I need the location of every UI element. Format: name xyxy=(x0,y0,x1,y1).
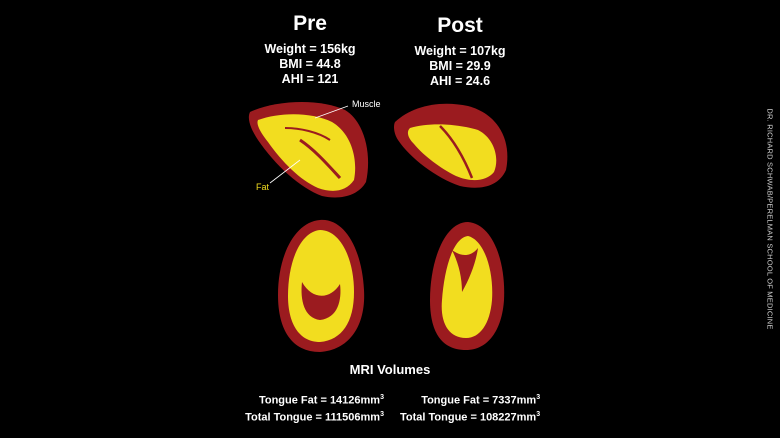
post-heading: Post xyxy=(437,14,483,37)
pre-total-tongue-text: Total Tongue = 111506mm xyxy=(245,411,381,424)
post-tongue-fat: Tongue Fat = 7337mm3 xyxy=(400,391,540,408)
pre-weight: Weight = 156kg xyxy=(264,42,356,56)
post-tongue-fat-sup: 3 xyxy=(536,394,541,401)
fat-label: Fat xyxy=(256,182,270,192)
post-total-tongue-sup: 3 xyxy=(536,410,541,418)
pre-tongue-fat: Tongue Fat = 14126mm3 xyxy=(245,391,384,408)
pre-ahi: AHI = 121 xyxy=(281,72,339,86)
pre-total-tongue-sup: 3 xyxy=(380,410,384,418)
post-stats: Weight = 107kg BMI = 29.9 AHI = 24.6 xyxy=(390,44,530,89)
post-sagittal-fat xyxy=(407,124,497,181)
pre-coronal-scan xyxy=(278,219,365,352)
post-column: Post Weight = 107kg BMI = 29.9 AHI = 24.… xyxy=(390,14,530,89)
pre-total-tongue: Total Tongue = 111506mm3 xyxy=(245,408,384,425)
post-bmi: BMI = 29.9 xyxy=(429,59,491,73)
post-ahi: AHI = 24.6 xyxy=(429,74,491,88)
mri-volumes-title: MRI Volumes xyxy=(349,362,431,377)
pre-stats: Weight = 156kg BMI = 44.8 AHI = 121 xyxy=(240,42,380,87)
pre-bmi: BMI = 44.8 xyxy=(279,57,341,71)
pre-sagittal-fat xyxy=(257,114,356,191)
post-tongue-fat-text: Tongue Fat = 7337mm xyxy=(421,394,537,407)
pre-tongue-fat-text: Tongue Fat = 14126mm xyxy=(258,394,381,407)
muscle-label: Muscle xyxy=(352,99,381,109)
post-total-tongue: Total Tongue = 108227mm3 xyxy=(400,408,540,425)
image-credit: DR. RICHARD SCHWAB/PERELMAN SCHOOL OF ME… xyxy=(765,108,775,330)
post-coronal-scan xyxy=(430,222,505,350)
post-sagittal-scan xyxy=(394,103,508,188)
pre-tongue-fat-sup: 3 xyxy=(380,394,384,401)
post-total-tongue-text: Total Tongue = 108227mm xyxy=(400,411,537,424)
pre-volumes: Tongue Fat = 14126mm3 Total Tongue = 111… xyxy=(245,391,384,424)
post-coronal-fat xyxy=(441,236,493,338)
post-volumes: Tongue Fat = 7337mm3 Total Tongue = 1082… xyxy=(400,391,540,424)
pre-heading: Pre xyxy=(293,12,327,35)
pre-coronal-fat xyxy=(288,230,354,342)
post-weight: Weight = 107kg xyxy=(414,44,506,58)
pre-sagittal-scan: Muscle Fat xyxy=(248,99,381,198)
pre-column: Pre Weight = 156kg BMI = 44.8 AHI = 121 xyxy=(240,12,380,87)
